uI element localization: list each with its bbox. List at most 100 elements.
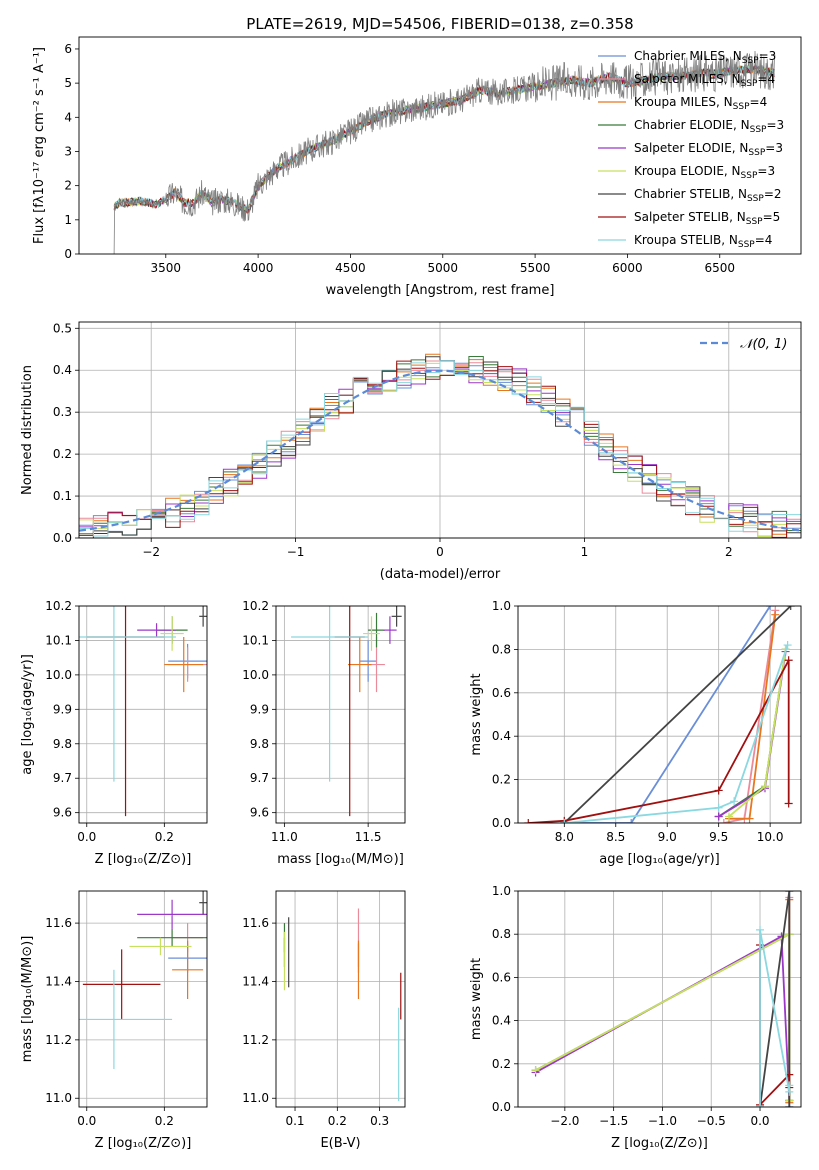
x-tick-label: 8.0 [555, 830, 574, 844]
errorbar-point [164, 637, 204, 693]
x-tick-label: 9.5 [709, 830, 728, 844]
weight-line [723, 610, 777, 823]
weight-line [564, 606, 771, 823]
weight-marker [745, 814, 754, 823]
y-tick-label: 10.0 [242, 668, 269, 682]
weight-marker [756, 1103, 765, 1107]
y-tick-label: 0.6 [492, 970, 511, 984]
x-axis-label: Z [log₁₀(Z/Z⊙)] [95, 852, 192, 867]
legend-label: 𝒩(0, 1) [740, 337, 787, 352]
plot-area [79, 891, 207, 1070]
y-tick-label: 9.8 [53, 737, 72, 751]
y-tick-label: 9.9 [53, 702, 72, 716]
y-tick-label: 9.7 [53, 771, 72, 785]
x-tick-label: −1.0 [648, 1114, 677, 1128]
weight-marker [714, 803, 723, 812]
errorbar-point [199, 606, 207, 627]
y-tick-label: 0 [64, 247, 72, 261]
normal-curve [79, 369, 801, 532]
y-tick-label: 10.0 [45, 668, 72, 682]
panel-mass_vs_ebv: 0.1 0.2 0.3 11.0 11.2 11.4 11.6 E(B-V) [242, 890, 406, 1151]
weight-marker [524, 819, 533, 823]
x-tick-label: 0.0 [77, 830, 96, 844]
y-tick-label: 0.5 [53, 321, 72, 335]
y-tick-label: 9.8 [250, 737, 269, 751]
y-tick-label: 6 [64, 42, 72, 56]
plot-area [79, 606, 207, 817]
weight-marker [627, 819, 636, 823]
plot-area [79, 353, 801, 538]
legend: Chabrier MILES, NSSP=3 Salpeter MILES, NS… [598, 49, 784, 250]
errorbar-point [79, 606, 176, 782]
y-tick-label: 9.7 [250, 771, 269, 785]
axes-frame [517, 605, 802, 824]
errorbar-point [383, 616, 397, 644]
errorbar-point [137, 623, 176, 637]
y-axis-label: mass weight [469, 673, 484, 755]
x-tick-label: 6500 [704, 261, 735, 275]
data-spectrum-line [113, 50, 776, 254]
y-tick-label: 0.1 [53, 489, 72, 503]
x-tick-label: −2.0 [550, 1114, 579, 1128]
weight-marker [719, 819, 728, 823]
plot-area [524, 606, 795, 823]
x-tick-label: 1 [581, 545, 589, 559]
y-tick-label: 0.3 [53, 405, 72, 419]
weight-marker [531, 1066, 540, 1075]
weight-marker [784, 799, 793, 808]
x-tick-label: 4500 [335, 261, 366, 275]
x-axis-label: (data-model)/error [380, 567, 501, 582]
y-tick-label: 11.2 [242, 1033, 269, 1047]
legend-label: Kroupa STELIB, NSSP=4 [634, 233, 772, 250]
y-tick-label: 11.2 [45, 1033, 72, 1047]
histogram-line [79, 356, 801, 538]
y-tick-label: 0.2 [492, 773, 511, 787]
legend-label: Kroupa ELODIE, NSSP=3 [634, 164, 775, 181]
y-tick-label: 0.0 [53, 531, 72, 545]
y-tick-label: 0.8 [492, 927, 511, 941]
weight-marker [756, 925, 765, 934]
errorbar-point [199, 891, 207, 915]
axes-frame [78, 36, 802, 255]
weight-marker [785, 1103, 794, 1107]
y-tick-label: 9.6 [53, 806, 72, 820]
y-tick-label: 10.2 [45, 599, 72, 613]
errorbar-point [368, 612, 385, 648]
legend-label: Kroupa MILES, NSSP=4 [634, 95, 767, 112]
errorbar-point [129, 937, 192, 956]
x-tick-label: 3500 [151, 261, 182, 275]
errorbar-point [137, 928, 207, 947]
legend-label: Salpeter MILES, NSSP=4 [634, 72, 775, 89]
y-tick-label: 1 [64, 213, 72, 227]
axes-frame [517, 890, 802, 1108]
weight-marker [785, 891, 794, 895]
panel-mass_vs_Z: 0.0 0.2 11.0 11.2 11.4 11.6 Z [log₁₀(Z/Z⊙)] mas… [20, 890, 208, 1151]
x-tick-label: −1.5 [599, 1114, 628, 1128]
y-tick-label: 0.6 [492, 686, 511, 700]
plot-area [283, 908, 402, 1102]
y-tick-label: 0.4 [492, 729, 511, 743]
errorbar-point [160, 616, 184, 651]
y-tick-label: 11.6 [242, 916, 269, 930]
y-tick-label: 11.4 [45, 974, 72, 988]
y-tick-label: 11.4 [242, 974, 269, 988]
histogram-line [79, 360, 801, 537]
y-axis-label: Flux [fλ10⁻¹⁷ erg cm⁻² s⁻¹ A⁻¹] [32, 47, 47, 244]
axes-frame [275, 890, 406, 1108]
figure-title: PLATE=2619, MJD=54506, FIBERID=0138, z=0… [246, 15, 633, 33]
x-tick-label: 2 [725, 545, 733, 559]
weight-marker [730, 797, 739, 806]
x-tick-label: 11.5 [355, 830, 382, 844]
legend-label: Chabrier STELIB, NSSP=2 [634, 187, 782, 204]
y-tick-label: 0.2 [492, 1057, 511, 1071]
x-tick-label: 0.1 [285, 1114, 304, 1128]
errorbar-point [172, 940, 204, 999]
weight-line [759, 891, 791, 1107]
x-tick-label: 0.2 [328, 1114, 347, 1128]
x-tick-label: 0.2 [155, 830, 174, 844]
errorbar-point [137, 899, 207, 929]
y-tick-label: 0.8 [492, 642, 511, 656]
y-tick-label: 0.4 [53, 363, 72, 377]
x-tick-label: 5000 [427, 261, 458, 275]
